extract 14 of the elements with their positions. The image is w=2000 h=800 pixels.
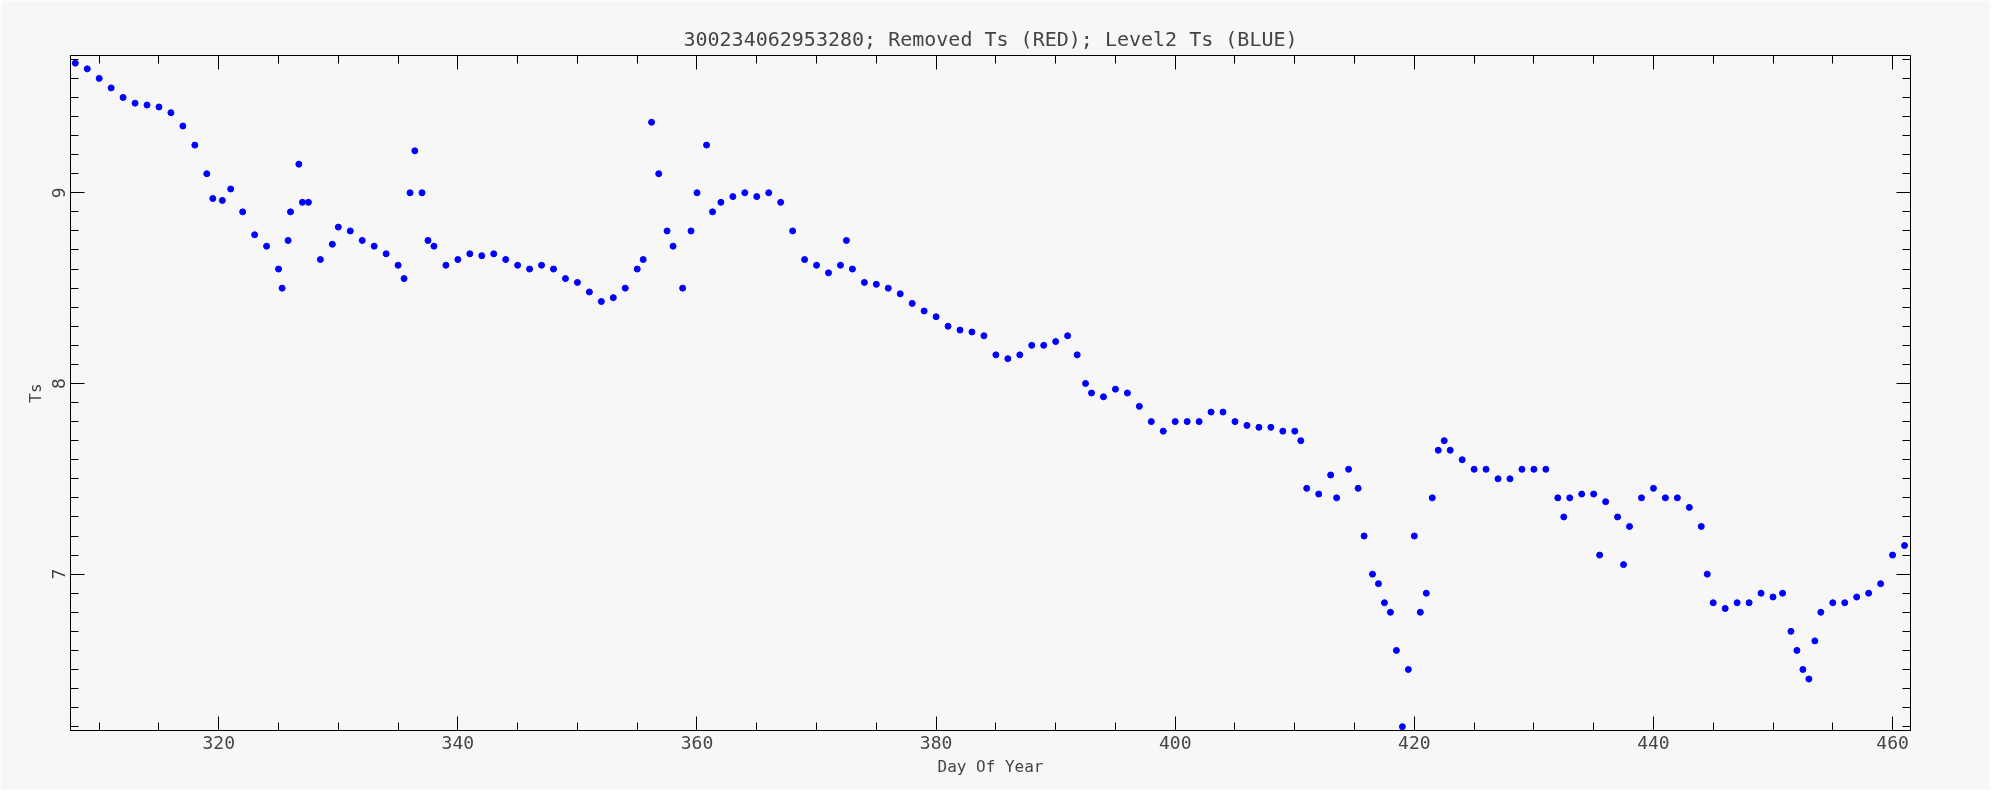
x-tick-label: 420 (1398, 731, 1431, 753)
x-tick-label: 460 (1876, 731, 1909, 753)
y-tick-label: 9 (48, 187, 70, 199)
x-axis-title: Day Of Year (937, 756, 1044, 776)
x-tick-label: 380 (919, 731, 953, 753)
x-tick-label: 320 (202, 731, 236, 753)
y-tick-label: 7 (48, 568, 70, 580)
x-tick-label: 440 (1637, 731, 1670, 753)
y-tick-label: 8 (48, 378, 70, 389)
x-tick-label: 340 (441, 731, 475, 753)
y-axis-title: Ts (25, 383, 45, 403)
chart-title: 300234062953280; Removed Ts (RED); Level2 Ts (BLUE) (683, 26, 1298, 51)
x-tick-label: 400 (1158, 731, 1192, 753)
x-tick-label: 360 (680, 731, 714, 753)
